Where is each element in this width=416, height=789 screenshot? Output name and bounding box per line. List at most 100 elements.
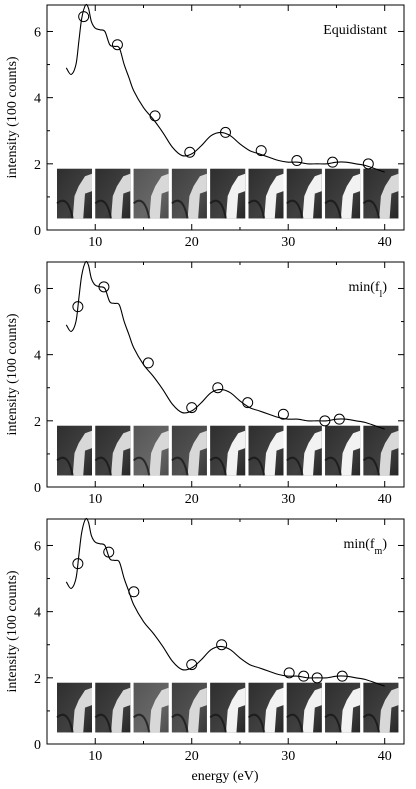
- spectrum-curve: [65, 260, 385, 430]
- y-tick-label: 2: [34, 415, 41, 430]
- image-thumbnail: [171, 425, 207, 476]
- y-tick-label: 6: [34, 282, 41, 297]
- image-thumbnail: [286, 682, 322, 733]
- x-tick-label: 30: [281, 235, 295, 250]
- thumbnail-texture: [56, 456, 74, 476]
- thumbnail-texture: [171, 456, 189, 476]
- x-tick-label: 30: [281, 492, 295, 507]
- sample-marker: [220, 126, 231, 138]
- thumbnail-feature: [72, 430, 92, 476]
- intensity-axis-label-1: intensity (100 counts): [5, 56, 20, 178]
- image-thumbnail: [94, 682, 131, 733]
- image-thumbnail: [132, 425, 169, 476]
- thumbnail-feature: [225, 687, 246, 733]
- x-tick-label: 10: [88, 749, 102, 764]
- sample-marker: [186, 659, 198, 671]
- thumbnail-feature: [302, 430, 322, 476]
- y-tick-label: 4: [34, 349, 41, 364]
- image-thumbnail: [56, 682, 92, 733]
- x-tick-label: 40: [378, 749, 392, 764]
- sample-marker: [78, 11, 90, 23]
- image-thumbnail: [247, 682, 284, 733]
- panel-annotation: Equidistant: [323, 23, 387, 38]
- thumbnail-feature: [379, 430, 399, 476]
- y-tick-label: 4: [34, 606, 41, 621]
- spectrum-curve: [65, 3, 385, 173]
- thumbnail-texture: [362, 199, 381, 219]
- thumbnail-feature: [340, 687, 361, 733]
- thumbnail-texture: [247, 199, 266, 219]
- thumbnail-texture: [286, 456, 304, 476]
- thumbnail-texture: [132, 713, 151, 733]
- y-tick-label: 2: [34, 158, 41, 173]
- thumbnail-feature: [111, 430, 131, 476]
- sample-marker: [186, 402, 198, 414]
- sample-marker: [336, 670, 348, 682]
- x-tick-label: 40: [378, 492, 392, 507]
- image-thumbnail: [132, 682, 169, 733]
- image-thumbnail: [56, 425, 92, 476]
- thumbnail-feature: [340, 430, 361, 476]
- y-tick-label: 2: [34, 672, 41, 687]
- sample-marker: [333, 413, 345, 425]
- x-tick-label: 20: [185, 492, 199, 507]
- y-tick-label: 0: [34, 738, 41, 753]
- sample-marker: [216, 639, 228, 651]
- image-thumbnail: [324, 168, 361, 219]
- sample-marker: [242, 397, 254, 409]
- thumbnail-feature: [225, 430, 246, 476]
- panel-annotation: min(fm): [343, 537, 387, 557]
- image-thumbnail: [324, 425, 361, 476]
- image-thumbnail: [132, 168, 169, 219]
- thumbnail-texture: [56, 713, 74, 733]
- thumbnail-texture: [209, 713, 227, 733]
- thumbnail-feature: [187, 430, 207, 476]
- sample-marker: [327, 156, 339, 168]
- sample-marker: [255, 145, 267, 157]
- y-tick-label: 0: [34, 481, 41, 496]
- image-thumbnail: [171, 682, 207, 733]
- sample-marker: [128, 586, 140, 598]
- thumbnail-feature: [302, 173, 322, 219]
- thumbnail-feature: [72, 173, 92, 219]
- thumbnail-texture: [94, 713, 113, 733]
- image-thumbnail: [286, 425, 322, 476]
- thumbnail-feature: [187, 687, 207, 733]
- spectrum-curve: [65, 517, 385, 687]
- image-thumbnail: [209, 425, 246, 476]
- thumbnail-texture: [132, 456, 151, 476]
- y-tick-label: 6: [34, 539, 41, 554]
- image-thumbnail: [362, 168, 399, 219]
- thumbnail-feature: [264, 430, 284, 476]
- thumbnail-texture: [132, 199, 151, 219]
- x-axis-label: energy (eV): [192, 769, 259, 784]
- x-tick-label: 10: [88, 492, 102, 507]
- thumbnail-feature: [264, 173, 284, 219]
- thumbnail-texture: [94, 456, 113, 476]
- x-tick-label: 20: [185, 235, 199, 250]
- thumbnail-feature: [111, 687, 131, 733]
- intensity-axis-label-3: intensity (100 counts): [5, 570, 20, 692]
- chart-panel-3: 10 20 30 40 0 2 4 6 intensity (100 counts) min(fm…: [5, 517, 405, 764]
- panel-annotation: min(fl): [348, 280, 387, 300]
- thumbnail-feature: [225, 173, 246, 219]
- image-thumbnail: [209, 682, 246, 733]
- sample-marker: [72, 301, 84, 313]
- plot-frame: [46, 4, 405, 231]
- thumbnail-texture: [286, 199, 304, 219]
- y-tick-label: 0: [34, 224, 41, 239]
- sample-marker: [212, 382, 224, 394]
- sample-marker: [362, 158, 374, 170]
- image-thumbnail: [362, 425, 399, 476]
- image-thumbnail: [94, 168, 131, 219]
- image-thumbnail: [324, 682, 361, 733]
- sample-marker: [283, 667, 295, 679]
- sample-marker: [111, 39, 123, 51]
- thumbnail-texture: [324, 713, 342, 733]
- thumbnail-texture: [247, 456, 266, 476]
- thumbnail-texture: [362, 713, 381, 733]
- sample-marker: [319, 415, 331, 427]
- image-thumbnail: [362, 682, 399, 733]
- sample-marker: [291, 155, 303, 167]
